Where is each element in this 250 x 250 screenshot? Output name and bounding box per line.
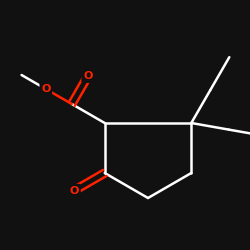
- Text: O: O: [83, 71, 92, 81]
- Text: O: O: [41, 84, 50, 94]
- Text: O: O: [70, 186, 79, 196]
